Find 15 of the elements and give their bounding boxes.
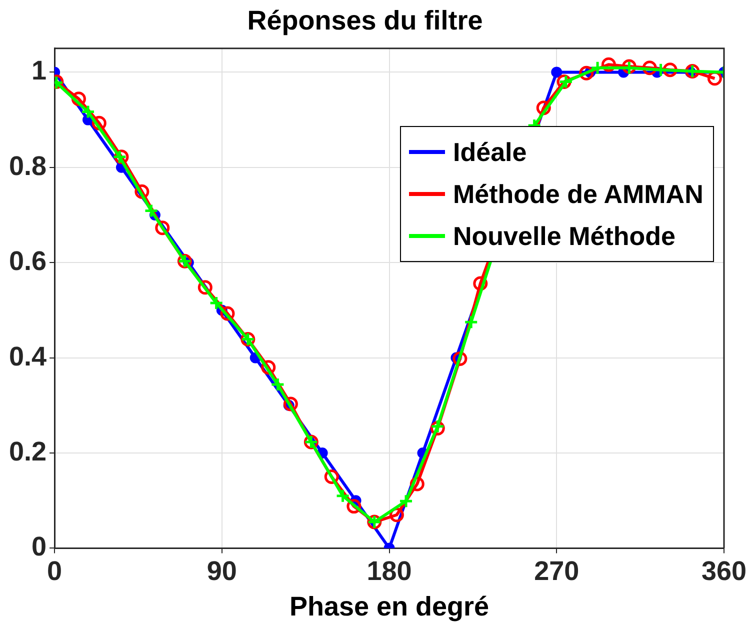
chart-title: Réponses du filtre	[247, 6, 483, 36]
y-tick-label: 0	[32, 532, 47, 562]
legend-label: Méthode de AMMAN	[453, 178, 704, 210]
x-tick-label: 90	[206, 556, 237, 586]
legend-label: Nouvelle Méthode	[453, 220, 676, 252]
x-tick-label: 180	[366, 556, 412, 586]
legend-label: Idéale	[453, 136, 527, 168]
y-tick-label: 0.4	[8, 341, 47, 372]
x-tick-label: 360	[701, 556, 747, 586]
x-axis-title: Phase en degré	[289, 591, 490, 622]
y-tick-label: 0.6	[8, 246, 47, 276]
y-tick-label: 0.2	[8, 436, 47, 466]
y-tick-label: 1	[32, 56, 47, 86]
x-tick-label: 270	[534, 556, 580, 586]
y-tick-label: 0.8	[8, 150, 47, 181]
